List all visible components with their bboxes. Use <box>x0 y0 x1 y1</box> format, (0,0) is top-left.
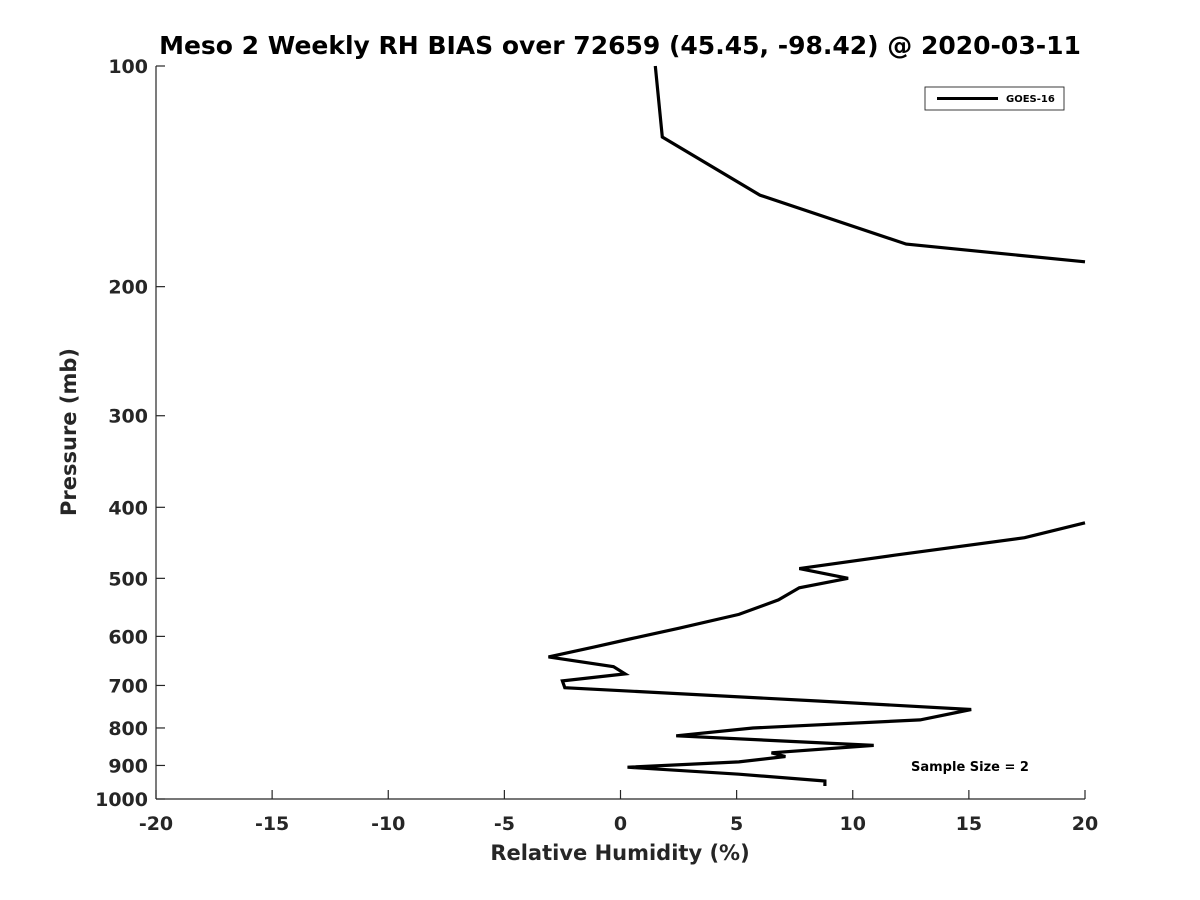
x-tick-label: -10 <box>371 813 405 835</box>
x-axis-ticks: -20 -15 -10 -5 0 5 10 15 20 <box>139 790 1098 835</box>
x-tick-label: 5 <box>730 813 743 835</box>
series-line-goes-16 <box>653 65 1086 264</box>
mark-layer <box>548 65 1086 786</box>
x-tick-label: 10 <box>840 813 866 835</box>
annotation-sample-size: Sample Size = 2 <box>911 760 1029 775</box>
series-line-goes-16 <box>548 521 1086 786</box>
y-tick-label: 200 <box>108 277 148 299</box>
y-axis-ticks: 100 200 300 400 500 600 700 800 900 1000 <box>95 56 165 811</box>
legend-label-goes-16: GOES-16 <box>1006 94 1055 105</box>
y-tick-label: 900 <box>108 755 148 777</box>
plot-area <box>156 66 1085 799</box>
x-tick-label: -20 <box>139 813 173 835</box>
y-tick-label: 100 <box>108 56 148 78</box>
x-tick-label: 0 <box>614 813 627 835</box>
x-tick-label: -5 <box>494 813 515 835</box>
x-tick-label: -15 <box>255 813 289 835</box>
y-tick-label: 600 <box>108 626 148 648</box>
y-tick-label: 700 <box>108 675 148 697</box>
chart-title: Meso 2 Weekly RH BIAS over 72659 (45.45,… <box>159 31 1081 60</box>
y-axis-label: Pressure (mb) <box>57 348 81 516</box>
y-tick-label: 400 <box>108 497 148 519</box>
y-tick-label: 1000 <box>95 789 148 811</box>
x-tick-label: 15 <box>956 813 982 835</box>
x-tick-label: 20 <box>1072 813 1098 835</box>
y-tick-label: 300 <box>108 406 148 428</box>
y-tick-label: 800 <box>108 718 148 740</box>
legend: GOES-16 <box>924 86 1065 111</box>
x-axis-label: Relative Humidity (%) <box>490 841 749 865</box>
y-tick-label: 500 <box>108 568 148 590</box>
